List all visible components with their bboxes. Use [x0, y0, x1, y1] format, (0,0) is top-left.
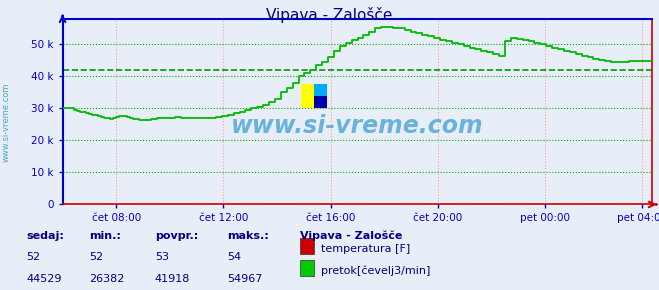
Text: pretok[čevelj3/min]: pretok[čevelj3/min] [321, 266, 430, 276]
Text: Vipava - Zalošče: Vipava - Zalošče [300, 231, 402, 241]
Text: 26382: 26382 [89, 274, 125, 284]
Text: Vipava - Zalošče: Vipava - Zalošče [266, 7, 393, 23]
Text: 52: 52 [89, 252, 103, 262]
Text: 53: 53 [155, 252, 169, 262]
Text: www.si-vreme.com: www.si-vreme.com [2, 82, 11, 162]
Text: sedaj:: sedaj: [26, 231, 64, 240]
Bar [301, 84, 314, 108]
Bar [314, 84, 328, 108]
Text: 41918: 41918 [155, 274, 190, 284]
Text: 52: 52 [26, 252, 40, 262]
Text: min.:: min.: [89, 231, 121, 240]
Text: maks.:: maks.: [227, 231, 269, 240]
Text: 54967: 54967 [227, 274, 263, 284]
Text: 54: 54 [227, 252, 241, 262]
Text: temperatura [F]: temperatura [F] [321, 244, 410, 254]
Text: www.si-vreme.com: www.si-vreme.com [231, 115, 484, 139]
Text: povpr.:: povpr.: [155, 231, 198, 240]
Text: 44529: 44529 [26, 274, 62, 284]
Bar [314, 96, 328, 108]
